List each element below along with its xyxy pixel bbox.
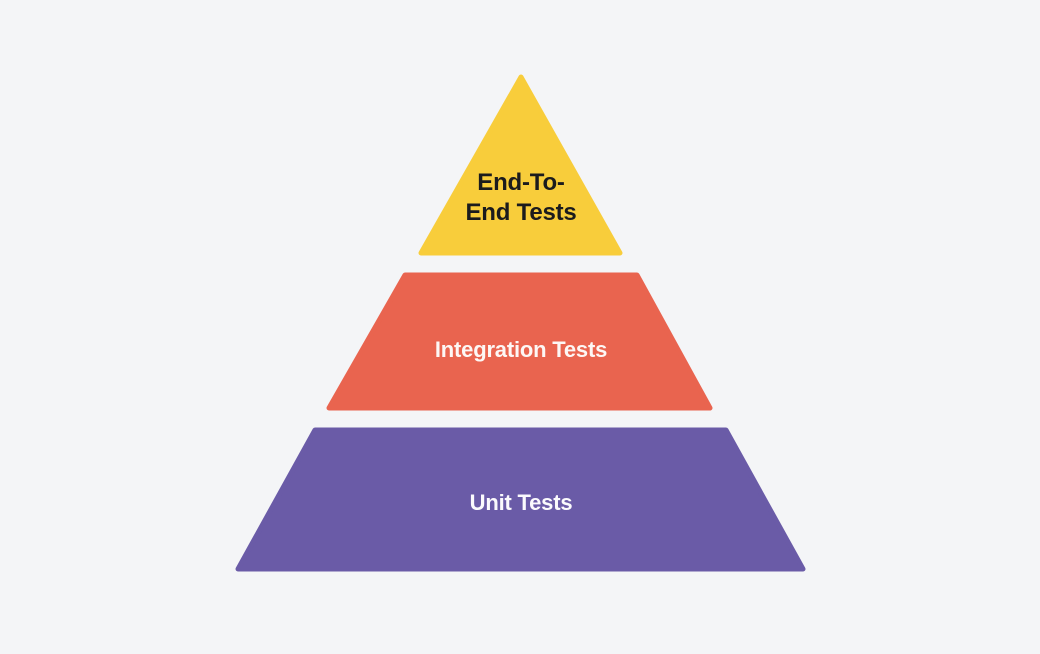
label-line: End-To- <box>477 169 565 196</box>
layer-label-integration-tests: Integration Tests <box>435 336 607 364</box>
label-line: End Tests <box>465 199 577 226</box>
pyramid-layer-end-to-end-shape <box>418 74 623 256</box>
layer-label-end-to-end-tests: End-To- End Tests <box>465 168 576 228</box>
label-line: Unit Tests <box>469 490 573 515</box>
layer-label-unit-tests: Unit Tests <box>470 489 573 517</box>
label-line: Integration Tests <box>434 337 608 362</box>
pyramid-layer-unit-shape <box>235 427 806 572</box>
pyramid-layer-integration-shape <box>326 272 713 411</box>
